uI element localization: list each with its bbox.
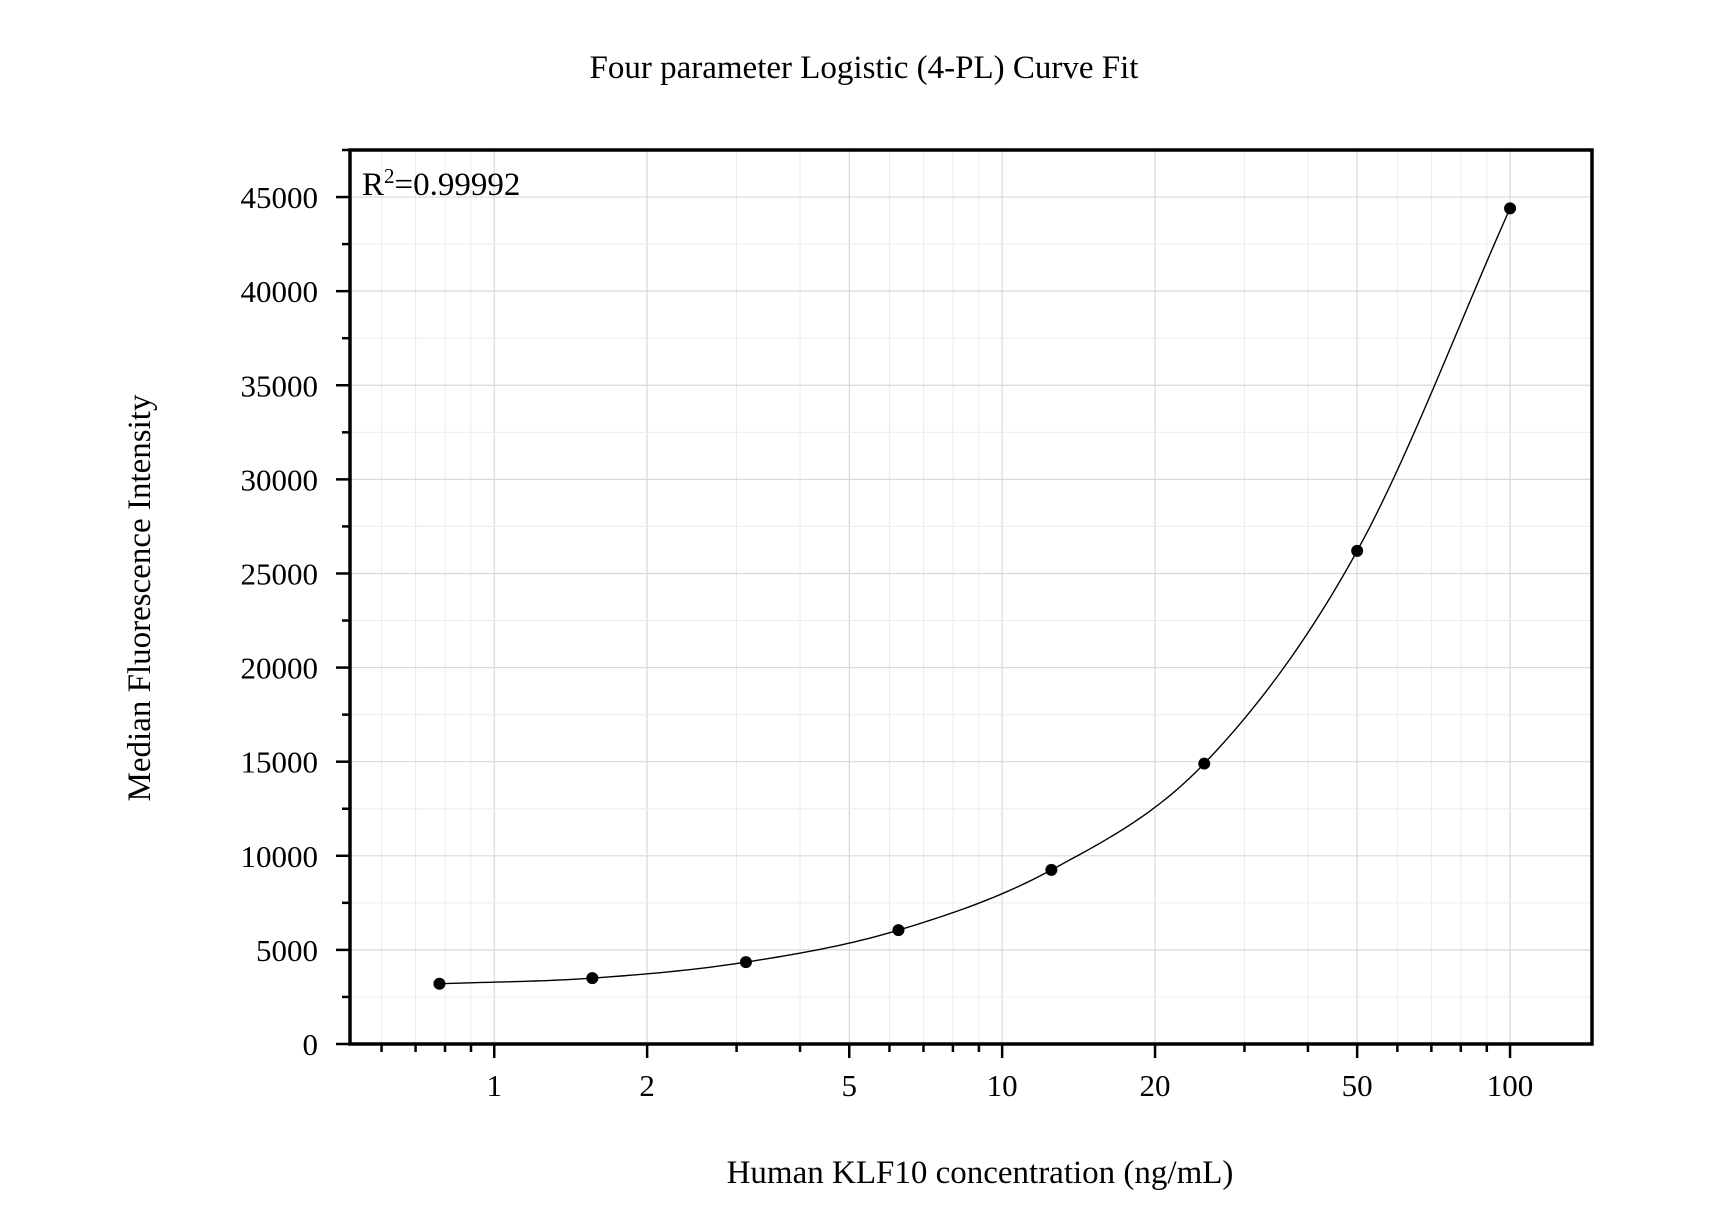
y-tick-label: 20000 [241,651,319,686]
fit-curve [439,208,1511,985]
x-axis-label: Human KLF10 concentration (ng/mL) [727,1155,1234,1191]
r-squared-value: =0.99992 [395,167,521,203]
y-tick-label: 40000 [241,274,319,309]
y-tick-label: 15000 [241,745,319,780]
data-point [1351,544,1364,557]
x-tick-label: 10 [987,1068,1018,1103]
data-point [1045,863,1058,876]
y-tick-label: 35000 [241,368,319,403]
y-tick-label: 30000 [241,462,319,497]
y-axis-label: Median Fluorescence Intensity [122,394,158,801]
x-tick-label: 50 [1342,1068,1373,1103]
x-tick-label: 5 [841,1068,857,1103]
r-squared-annotation: R2=0.99992 [362,164,520,203]
data-point [433,977,446,990]
y-tick-label: 45000 [241,180,319,215]
y-tick-label: 5000 [256,933,318,968]
data-point [739,956,752,969]
grid [350,149,1592,1044]
data-points [433,202,1517,990]
y-tick-label: 10000 [241,839,319,874]
data-point [1198,757,1211,770]
r-squared-base: R [362,167,384,203]
tick-labels: 1 2 5 10 20 50 100 0 5000 10000 15000 20000 25000 300… [241,180,1534,1103]
x-tick-label: 1 [486,1068,502,1103]
data-point [586,972,599,985]
x-tick-label: 100 [1487,1068,1534,1103]
data-point [1504,202,1517,215]
x-tick-label: 20 [1140,1068,1171,1103]
data-point [892,924,905,937]
x-tick-label: 2 [639,1068,655,1103]
y-tick-label: 25000 [241,556,319,591]
chart-title: Four parameter Logistic (4-PL) Curve Fit [590,50,1139,86]
r-squared-superscript: 2 [384,164,395,188]
y-tick-label: 0 [303,1027,319,1062]
plot-frame [348,148,1594,1046]
